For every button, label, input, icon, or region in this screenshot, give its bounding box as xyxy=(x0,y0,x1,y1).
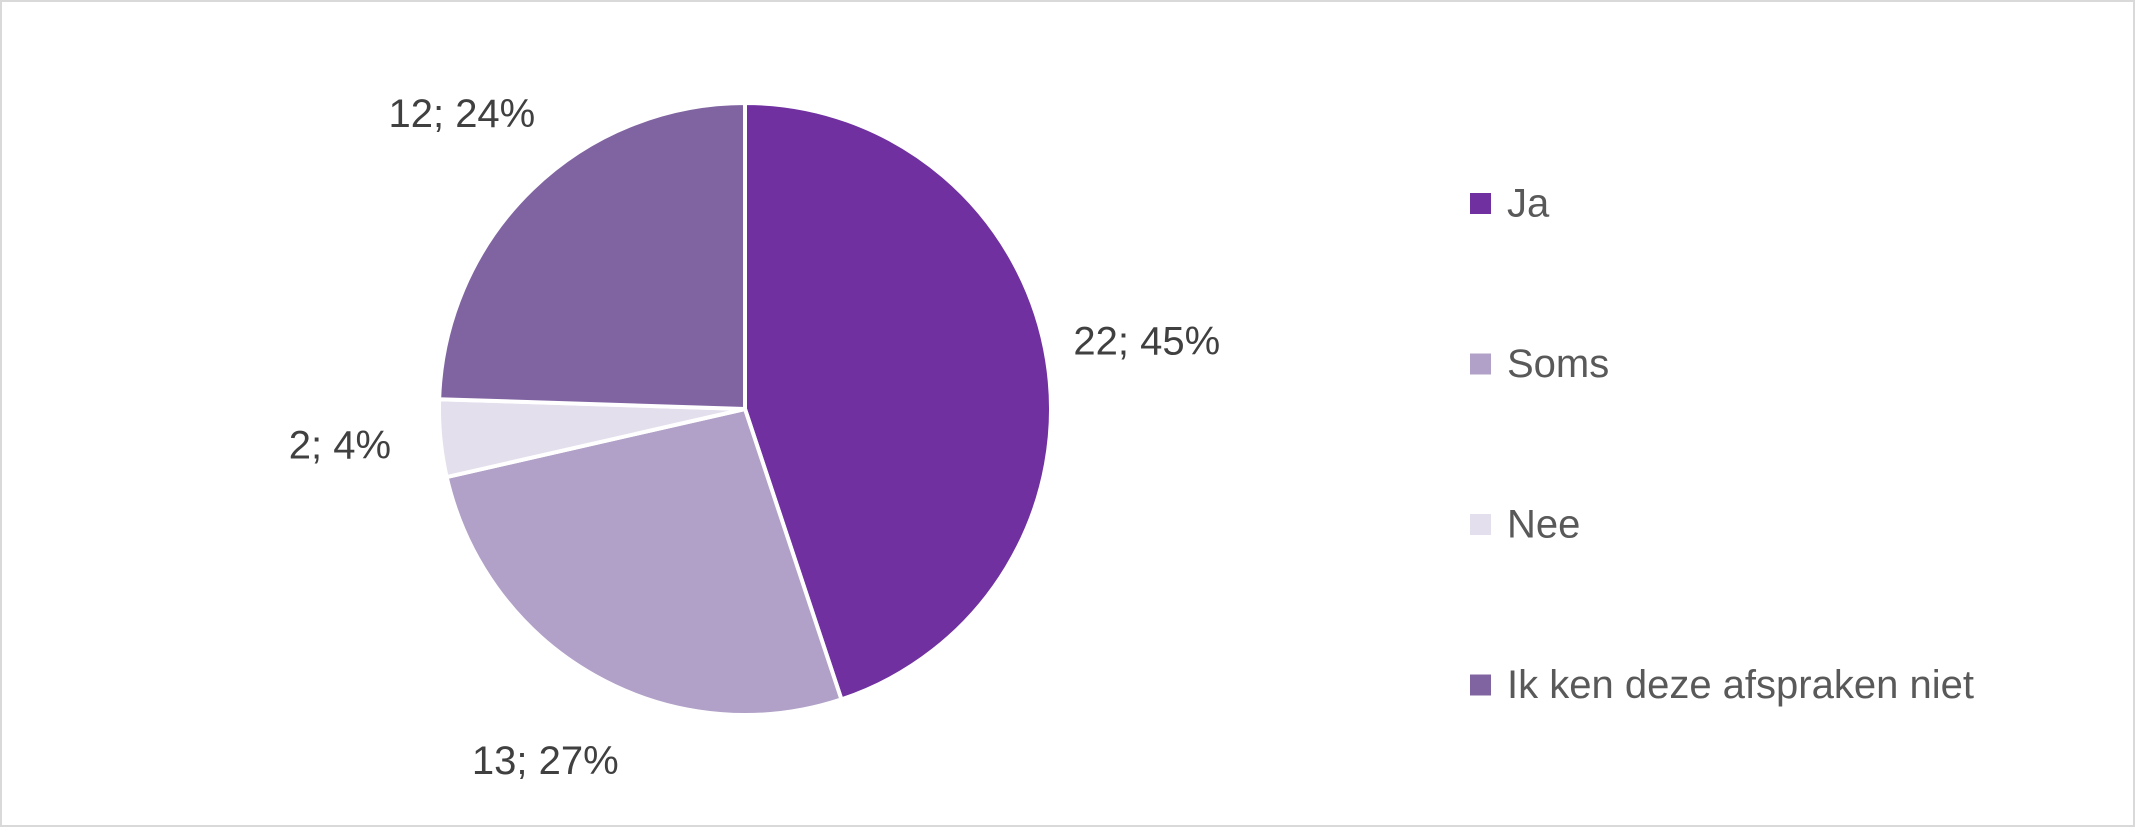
legend-label: Ik ken deze afspraken niet xyxy=(1507,663,1974,707)
data-label: 2; 4% xyxy=(289,424,391,468)
pie-slice xyxy=(444,407,844,717)
legend-label: Soms xyxy=(1507,342,1609,386)
legend-swatch xyxy=(1470,674,1491,696)
data-label: 13; 27% xyxy=(472,739,619,783)
legend-swatch xyxy=(1470,514,1491,535)
pie-slice xyxy=(743,101,1053,702)
legend-label: Ja xyxy=(1507,182,1550,226)
legend-swatch xyxy=(1470,193,1491,214)
legend-label: Nee xyxy=(1507,503,1580,547)
legend-swatch xyxy=(1470,353,1491,375)
data-label: 12; 24% xyxy=(388,92,535,136)
data-label: 22; 45% xyxy=(1073,320,1220,364)
pie-slice xyxy=(437,101,747,411)
